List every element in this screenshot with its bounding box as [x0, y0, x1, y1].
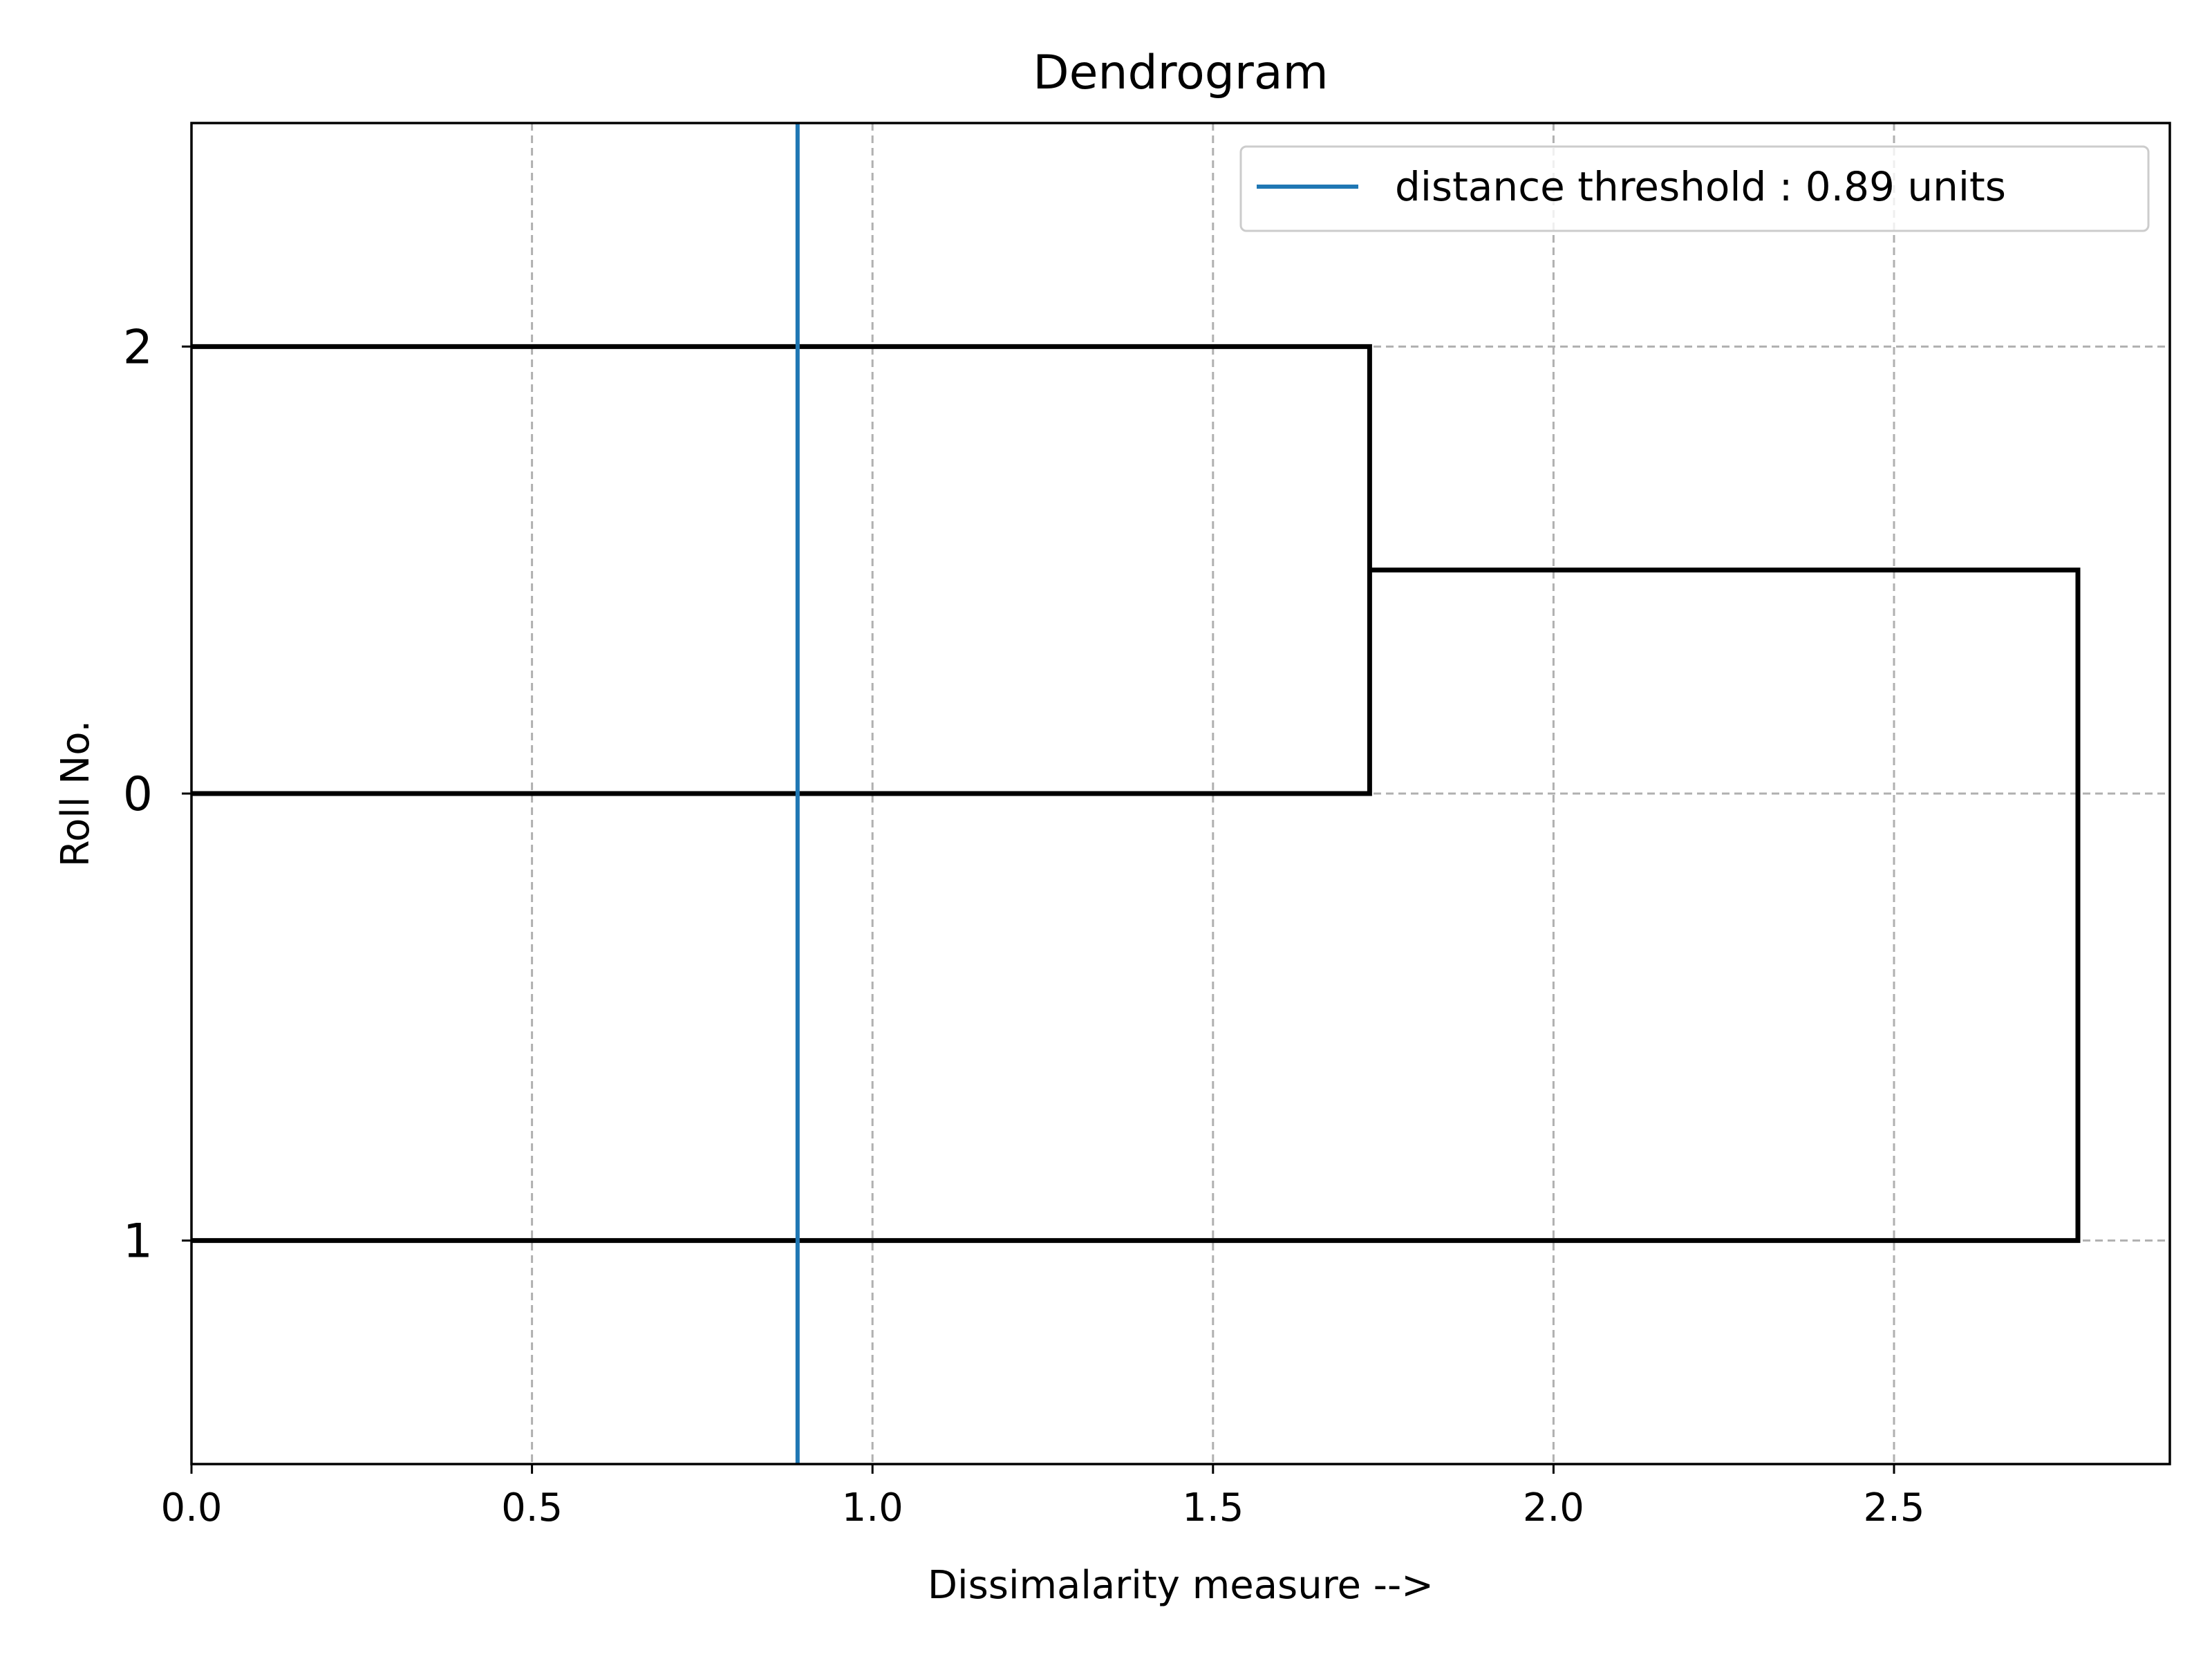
- dendrogram-link: [191, 568, 2081, 1244]
- x-tick-label: 2.0: [1523, 1485, 1584, 1530]
- x-tick-label: 2.5: [1863, 1485, 1924, 1530]
- x-tick-label: 1.5: [1182, 1485, 1244, 1530]
- legend: distance threshold : 0.89 units: [1239, 145, 2150, 232]
- axis-ticks: 0.0 0.5 1.0 1.5 2.0 2.5 2 0 1: [123, 320, 1925, 1530]
- y-tick-label: 2: [123, 320, 153, 375]
- x-tick-label: 0.0: [160, 1485, 222, 1530]
- dendrogram-links: [191, 344, 2081, 1244]
- legend-threshold-label: distance threshold : 0.89 units: [1395, 163, 2006, 210]
- legend-box: [1239, 145, 2150, 232]
- y-tick-label: 0: [123, 767, 153, 822]
- x-tick-label: 1.0: [842, 1485, 903, 1530]
- chart-title: Dendrogram: [1033, 46, 1329, 100]
- y-tick-label: 1: [123, 1215, 153, 1269]
- x-tick-label: 0.5: [501, 1485, 563, 1530]
- y-axis-label: Roll No.: [53, 720, 98, 868]
- x-axis-label: Dissimalarity measure -->: [928, 1563, 1434, 1608]
